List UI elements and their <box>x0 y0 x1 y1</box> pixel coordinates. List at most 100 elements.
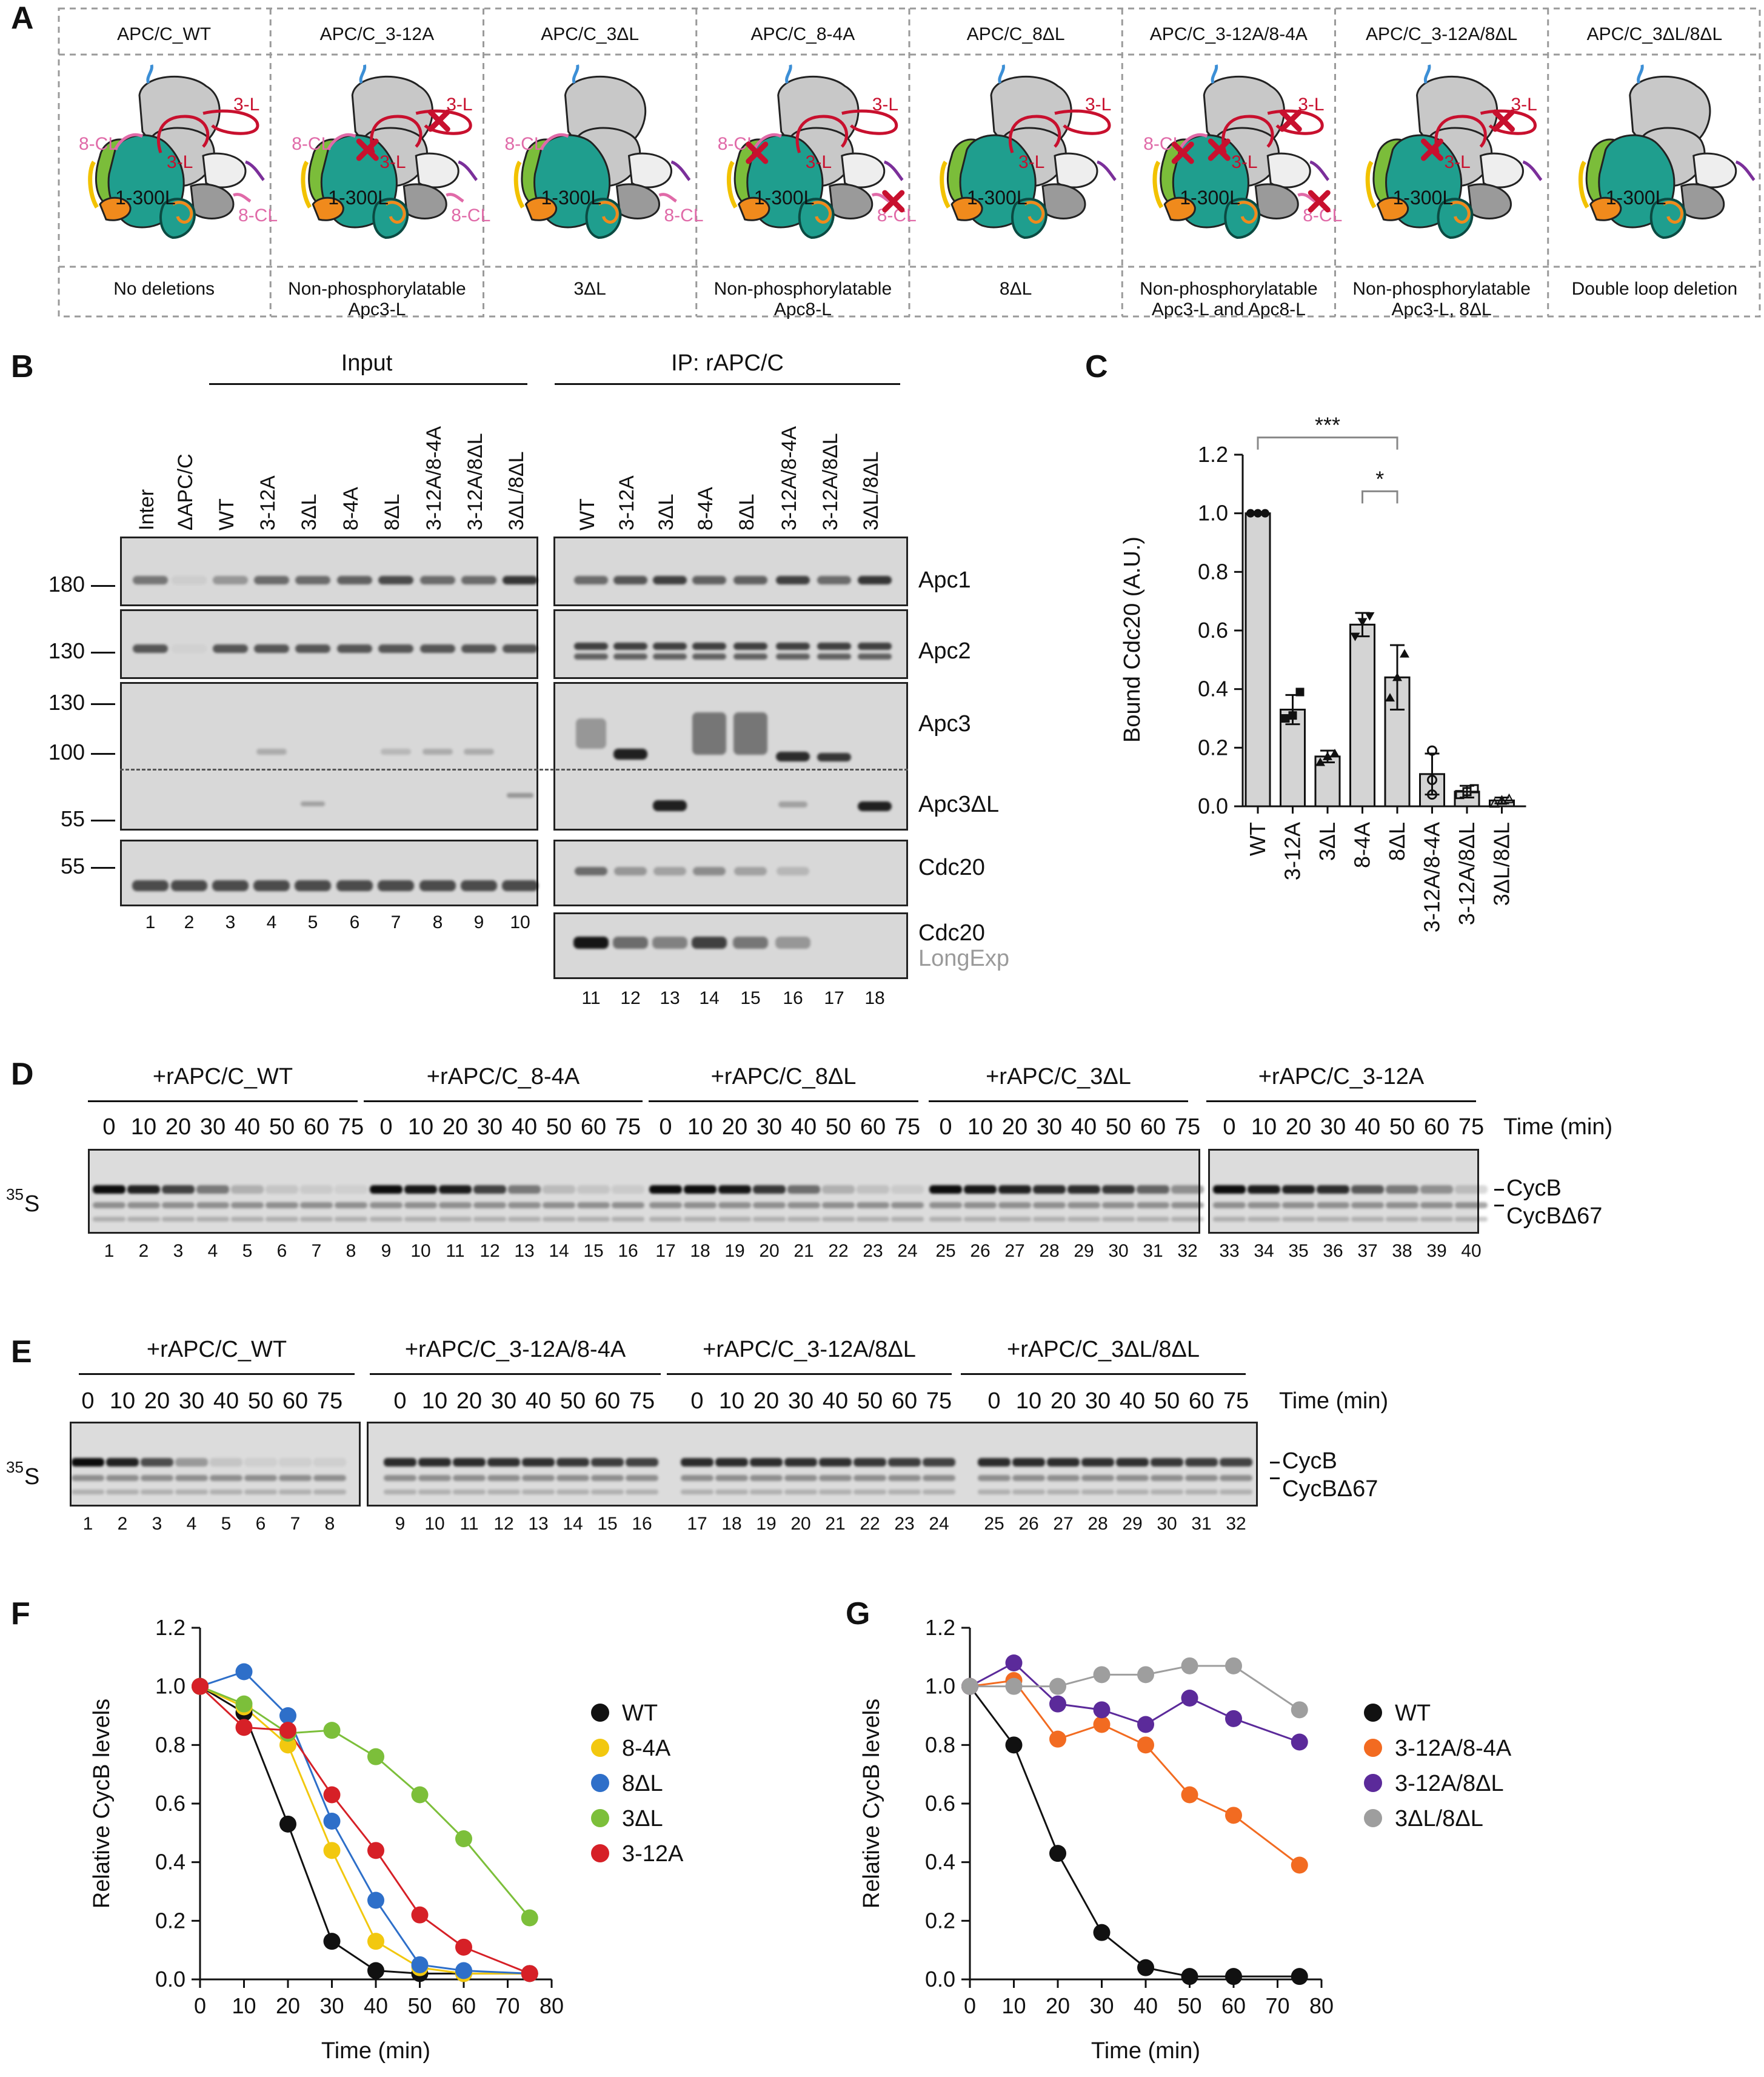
cycb-band <box>1282 1185 1315 1194</box>
cycb-delta67-band <box>964 1202 997 1208</box>
time-label: 50 <box>1154 1388 1180 1414</box>
lane-number: 22 <box>860 1514 880 1534</box>
data-point <box>1315 757 1325 766</box>
data-point <box>367 1891 384 1909</box>
lane-number: 31 <box>1191 1514 1212 1534</box>
cycb-band <box>1116 1458 1149 1467</box>
background-band <box>591 1490 624 1494</box>
apc1-band <box>613 576 647 584</box>
cdc20-longexp-band <box>775 937 810 949</box>
background-band <box>266 1217 298 1222</box>
apc6-tail <box>359 64 367 84</box>
apc8-loop <box>233 193 252 203</box>
bound-cdc20-chart: 0.0 0.2 0.4 0.6 0.8 1.0 1.2 Bound Cdc20 (A.U.) W… <box>1120 413 1526 932</box>
tpr-subunit <box>829 183 874 219</box>
cycb-band <box>508 1185 541 1194</box>
cycb-delta67-band <box>1185 1475 1218 1481</box>
apc1-loop-label: 1-300L <box>115 187 176 209</box>
input-blot <box>120 537 538 606</box>
apc2-band <box>295 644 330 653</box>
lane-number: 5 <box>307 912 318 932</box>
background-band <box>819 1490 852 1494</box>
cycb-delta67-band <box>370 1202 403 1208</box>
apc8-loop <box>871 193 890 203</box>
mw-marker: 130 <box>48 638 85 663</box>
time-label: 10 <box>1015 1388 1042 1414</box>
tpr-subunit <box>403 183 447 219</box>
longexp-label: LongExp <box>918 946 1010 971</box>
apc1-band <box>858 576 892 584</box>
background-band <box>1351 1217 1384 1222</box>
cycb-delta67-band <box>522 1475 555 1481</box>
cycb-delta67-band <box>822 1202 855 1208</box>
background-band <box>1012 1490 1045 1494</box>
ip-blot <box>553 840 908 906</box>
protein-label: Apc1 <box>918 567 971 593</box>
background-band <box>1033 1217 1066 1222</box>
cdc20-longexp-band <box>573 937 609 949</box>
cycb-band <box>1248 1185 1280 1194</box>
time-label: 0 <box>102 1114 116 1140</box>
data-point <box>1385 693 1395 702</box>
apcc-schematic: 3-L 3-L 8-CL 8-CL 1-300L <box>79 64 278 239</box>
lane-number: 16 <box>618 1241 638 1261</box>
cycb-band <box>487 1458 520 1467</box>
cycb-band <box>196 1185 229 1194</box>
cycb-delta67-band <box>715 1475 748 1481</box>
time-label: 40 <box>213 1388 239 1414</box>
time-label: 75 <box>629 1388 655 1414</box>
lane-number: 15 <box>597 1514 618 1534</box>
x-tick-label: 20 <box>1046 1993 1070 2018</box>
cycb-delta67-band <box>487 1475 520 1481</box>
time-label: 50 <box>546 1114 572 1140</box>
background-band <box>1386 1217 1418 1222</box>
apc3-band <box>817 753 851 761</box>
cycb-delta67-band <box>106 1475 139 1481</box>
time-label: 0 <box>659 1114 672 1140</box>
lane-number: 20 <box>790 1514 811 1534</box>
cycb-band <box>750 1458 783 1467</box>
ip-blot-longexp <box>553 912 908 979</box>
cycb-band <box>1033 1185 1066 1194</box>
time-label: 10 <box>130 1114 157 1140</box>
data-point <box>367 1748 384 1765</box>
data-point <box>1181 1786 1198 1804</box>
construct-description: Non-phosphorylatable <box>714 279 892 299</box>
apc6-tail <box>1423 64 1431 84</box>
time-label: 30 <box>178 1388 205 1414</box>
y-tick-label: 0.4 <box>155 1850 185 1875</box>
cycb-band <box>1171 1185 1204 1194</box>
input-header: Input <box>341 350 393 376</box>
bar <box>1244 512 1271 808</box>
apc1-loop-label: 1-300L <box>1393 187 1454 209</box>
lane-number: 5 <box>221 1514 232 1534</box>
cycb-band <box>1185 1458 1218 1467</box>
apc2-band <box>133 644 168 653</box>
background-band <box>626 1490 658 1494</box>
time-label: 60 <box>1423 1114 1450 1140</box>
cycb-delta67-band <box>857 1202 889 1208</box>
lane-number: 11 <box>459 1514 479 1534</box>
lane-number: 9 <box>381 1241 392 1261</box>
construct-description: Non-phosphorylatable <box>1140 279 1318 299</box>
data-point <box>1392 672 1402 681</box>
background-band <box>1102 1217 1135 1222</box>
apc5-subunit <box>312 196 344 221</box>
background-band <box>854 1490 886 1494</box>
apc10-subunit <box>513 161 525 209</box>
y-tick-label: 0.6 <box>1198 618 1228 643</box>
data-point <box>1137 1736 1154 1754</box>
data-point <box>1093 1666 1111 1684</box>
protein-label: Cdc20 <box>918 855 985 880</box>
lane-number: 24 <box>897 1241 918 1261</box>
apc1-band <box>692 576 726 584</box>
data-point <box>961 1677 978 1695</box>
apc3-band <box>576 718 606 749</box>
cycb-delta67-band <box>1386 1202 1418 1208</box>
cycb-delta67-band <box>453 1475 486 1481</box>
cycb-band <box>1386 1185 1418 1194</box>
data-point <box>1137 1666 1154 1684</box>
apc2-band <box>817 654 851 660</box>
cdc20-band <box>653 867 686 875</box>
cycb-delta67-band <box>1455 1202 1488 1208</box>
